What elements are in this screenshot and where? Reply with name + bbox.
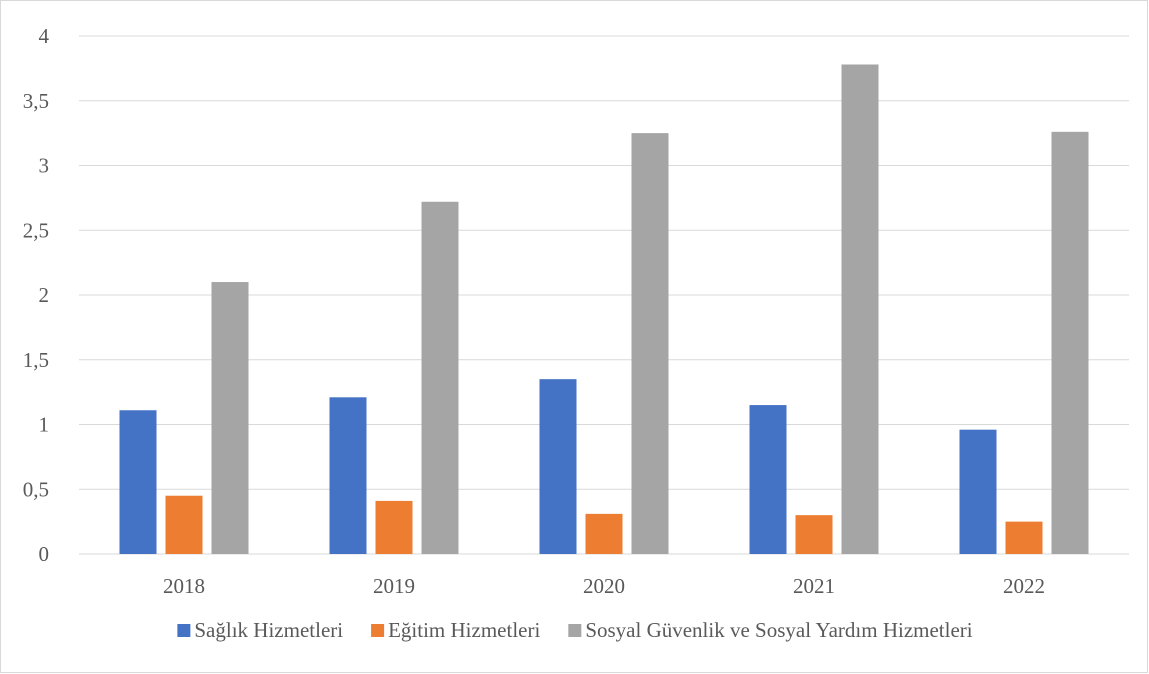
x-tick-label: 2021 (793, 574, 835, 598)
y-axis-tick-labels: 0 0,5 1 1,5 2 2,5 3 3,5 4 (23, 24, 50, 566)
x-tick-label: 2018 (163, 574, 205, 598)
x-axis: 2018 2019 2020 2021 2022 (163, 574, 1045, 598)
y-tick-label: 3,5 (23, 89, 49, 113)
legend-item: Sağlık Hizmetleri (177, 618, 343, 642)
bar (795, 515, 833, 554)
y-tick-label: 3 (39, 154, 50, 178)
legend-swatch (177, 624, 191, 637)
legend-swatch (371, 624, 385, 637)
gridlines (79, 35, 1129, 555)
y-tick-label: 0 (39, 542, 50, 566)
y-tick-label: 2,5 (23, 218, 49, 242)
legend: Sağlık Hizmetleri Eğitim Hizmetleri Sosyal… (177, 618, 973, 642)
bar (1051, 131, 1089, 554)
bar (841, 64, 879, 555)
bar (1005, 521, 1043, 554)
legend-item: Eğitim Hizmetleri (371, 618, 540, 642)
y-tick-label: 1 (39, 413, 50, 437)
bars (119, 64, 1089, 555)
y-tick-label: 0,5 (23, 477, 49, 501)
legend-item: Sosyal Güvenlik ve Sosyal Yardım Hizmetl… (568, 618, 973, 642)
bar (749, 405, 787, 554)
bar (631, 133, 669, 554)
legend-label: Eğitim Hizmetleri (388, 618, 540, 642)
legend-label: Sağlık Hizmetleri (194, 618, 343, 642)
legend-swatch (568, 624, 582, 637)
bar (165, 495, 203, 554)
bar (421, 201, 459, 554)
bar (211, 282, 249, 554)
y-tick-label: 1,5 (23, 348, 49, 372)
x-tick-label: 2022 (1003, 574, 1045, 598)
bar (119, 410, 157, 554)
y-tick-label: 2 (39, 283, 50, 307)
bar (375, 500, 413, 554)
bar (959, 429, 997, 554)
x-tick-label: 2020 (583, 574, 625, 598)
bar (539, 379, 577, 554)
legend-label: Sosyal Güvenlik ve Sosyal Yardım Hizmetl… (585, 618, 972, 642)
bar (329, 397, 367, 554)
x-tick-label: 2019 (373, 574, 415, 598)
bar (585, 513, 623, 554)
y-tick-label: 4 (39, 24, 50, 48)
